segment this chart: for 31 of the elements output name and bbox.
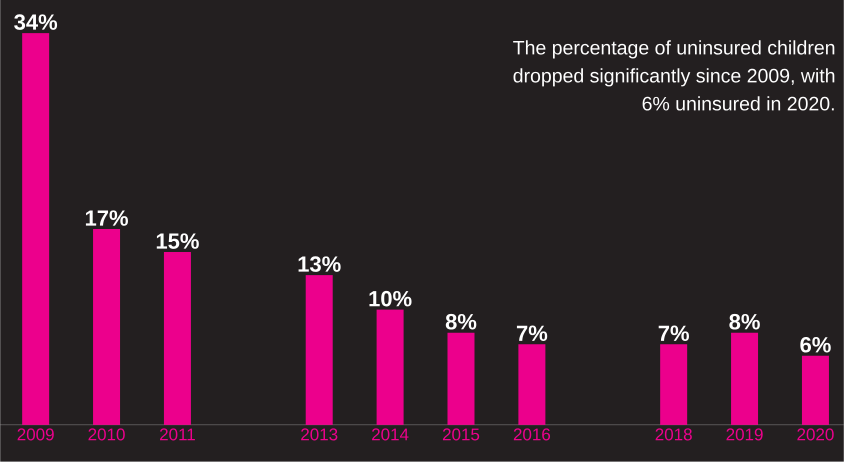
data-label: 17% bbox=[86, 210, 128, 226]
bar bbox=[448, 332, 474, 425]
bar bbox=[376, 310, 404, 425]
data-label: 7% bbox=[658, 326, 689, 342]
data-label: 15% bbox=[156, 233, 199, 249]
bar bbox=[518, 344, 546, 425]
x-tick-label: 2010 bbox=[88, 428, 125, 441]
x-tick-label: 2011 bbox=[160, 428, 195, 441]
data-label: 8% bbox=[446, 314, 476, 330]
bar bbox=[802, 356, 829, 425]
x-tick-label: 2020 bbox=[797, 428, 834, 441]
x-tick-label: 2018 bbox=[656, 428, 692, 441]
bar bbox=[22, 33, 50, 425]
annotation: The percentage of uninsured children dropped significantly since 2009, with 6% uninsured in 2020. bbox=[513, 40, 834, 111]
data-label: 8% bbox=[729, 314, 760, 330]
data-label: 7% bbox=[516, 326, 548, 342]
bar bbox=[660, 344, 688, 425]
x-tick-label: 2014 bbox=[372, 428, 408, 441]
bar bbox=[164, 252, 191, 425]
bar bbox=[306, 275, 333, 425]
data-label: 13% bbox=[298, 256, 341, 272]
bar bbox=[731, 332, 758, 425]
x-tick-label: 2013 bbox=[301, 428, 338, 441]
x-tick-label: 2016 bbox=[514, 428, 550, 441]
x-tick-label: 2019 bbox=[726, 428, 763, 441]
data-label: 34% bbox=[14, 14, 58, 30]
bar bbox=[93, 229, 120, 425]
x-tick-label: 2015 bbox=[442, 428, 480, 441]
data-label: 10% bbox=[369, 290, 412, 307]
data-label: 6% bbox=[800, 337, 831, 353]
x-tick-label: 2009 bbox=[18, 428, 54, 441]
